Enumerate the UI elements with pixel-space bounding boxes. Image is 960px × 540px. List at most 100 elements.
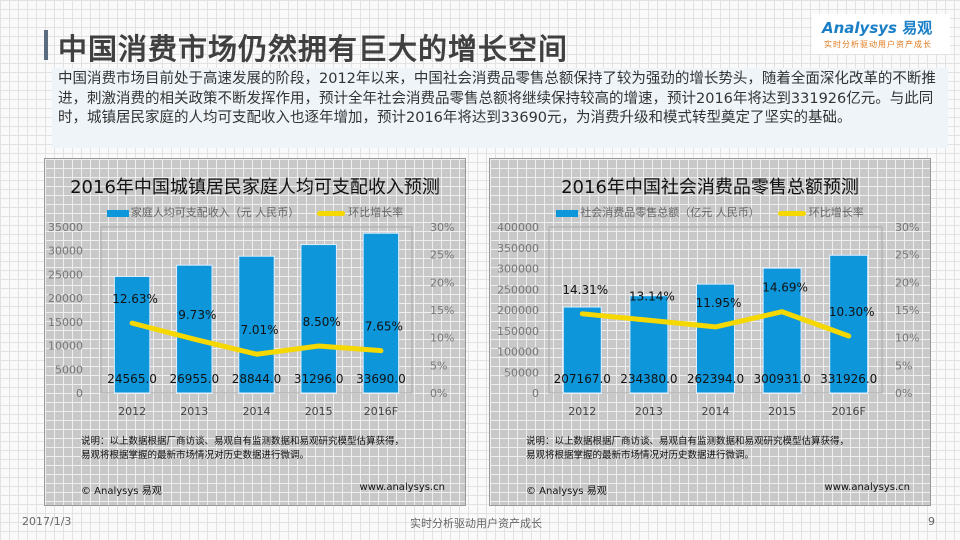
y2-tick-label: 30%	[430, 221, 454, 234]
y2-tick-label: 5%	[895, 359, 912, 372]
y-tick-label: 400000	[497, 221, 539, 234]
y-tick-label: 150000	[497, 325, 539, 338]
y-tick-label: 5000	[55, 363, 83, 376]
bar-value-label: 300931.0	[753, 372, 810, 386]
line-value-label: 13.14%	[629, 289, 675, 303]
y2-tick-label: 0%	[895, 387, 912, 400]
line-value-label: 7.01%	[240, 323, 278, 337]
y2-tick-label: 30%	[895, 221, 919, 234]
x-tick-label: 2012	[568, 405, 596, 418]
copyright: © Analysys 易观	[81, 486, 162, 497]
logo-slogan: 实时分析驱动用户资产成长	[824, 40, 932, 49]
note-line: 易观将根据掌握的最新市场情况对历史数据进行微调。	[526, 450, 755, 461]
bar-value-label: 234380.0	[620, 372, 677, 386]
note-line: 易观将根据掌握的最新市场情况对历史数据进行微调。	[81, 450, 310, 461]
y-tick-label: 200000	[497, 304, 539, 317]
line-value-label: 7.65%	[365, 320, 403, 334]
y-tick-label: 35000	[48, 221, 83, 234]
y-tick-label: 10000	[48, 340, 83, 353]
line-value-label: 8.50%	[303, 315, 341, 329]
chart-title: 2016年中国社会消费品零售总额预测	[561, 177, 859, 198]
growth-rate-line	[129, 320, 384, 357]
chart-title: 2016年中国城镇居民家庭人均可支配收入预测	[70, 177, 440, 198]
line-value-label: 11.95%	[696, 296, 742, 310]
x-tick-label: 2014	[243, 405, 271, 418]
legend-line-label: 环比增长率	[348, 206, 404, 219]
page-title: 中国消费市场仍然拥有巨大的增长空间	[58, 32, 569, 66]
bar-value-label: 331926.0	[820, 372, 877, 386]
x-tick-label: 2016F	[832, 405, 866, 418]
chart-legend: 家庭人均可支配收入（元 人民币） 环比增长率	[45, 204, 465, 220]
bar	[113, 275, 151, 394]
x-tick-label: 2013	[635, 405, 663, 418]
website-link[interactable]: www.analysys.cn	[824, 482, 910, 493]
bar-value-label: 28844.0	[232, 372, 282, 386]
x-tick-label: 2014	[702, 405, 730, 418]
bar	[362, 232, 400, 394]
bar-value-label: 33690.0	[356, 372, 406, 386]
line-value-label: 9.73%	[178, 308, 216, 322]
bar-value-label: 26955.0	[169, 372, 219, 386]
line-value-label: 14.31%	[562, 283, 608, 297]
x-tick-label: 2016F	[364, 405, 398, 418]
y2-tick-label: 15%	[430, 304, 454, 317]
y2-tick-label: 0%	[430, 387, 447, 400]
bar	[176, 264, 213, 394]
y-tick-label: 100000	[497, 346, 539, 359]
income-chart-panel: 0 5000 10000 15000 20000 25000 30000 35000 0% 5% 1…	[44, 158, 466, 506]
bar-value-label: 262394.0	[687, 372, 744, 386]
title-accent	[44, 30, 48, 60]
bar-value-label: 31296.0	[294, 372, 344, 386]
y2-tick-label: 25%	[895, 249, 919, 262]
retail-chart: 0 50000 100000 150000 200000 250000 300000 3500…	[497, 221, 919, 418]
page-number: 9	[928, 515, 935, 528]
y-tick-label: 15000	[48, 316, 83, 329]
note-line: 说明：以上数据根据厂商访谈、易观自有监测数据和易观研究模型估算获得，	[81, 436, 405, 447]
y-tick-label: 0	[532, 387, 539, 400]
retail-chart-panel: 0 50000 100000 150000 200000 250000 300000 3500…	[489, 158, 931, 506]
y2-tick-label: 5%	[430, 359, 447, 372]
chart-note: 说明：以上数据根据厂商访谈、易观自有监测数据和易观研究模型估算获得， 易观将根据掌…	[526, 435, 849, 463]
line-value-label: 14.69%	[762, 281, 808, 295]
chart-note: 说明：以上数据根据厂商访谈、易观自有监测数据和易观研究模型估算获得， 易观将根据掌…	[81, 435, 404, 463]
income-chart: 0 5000 10000 15000 20000 25000 30000 35000 0% 5% 1…	[48, 221, 454, 418]
y2-tick-label: 10%	[895, 332, 919, 345]
x-tick-label: 2015	[768, 405, 796, 418]
note-line: 说明：以上数据根据厂商访谈、易观自有监测数据和易观研究模型估算获得，	[526, 436, 850, 447]
footer-date: 2017/1/3	[22, 515, 72, 528]
x-tick-label: 2012	[118, 405, 146, 418]
line-value-label: 10.30%	[829, 305, 875, 319]
y2-tick-label: 15%	[895, 304, 919, 317]
y-tick-label: 50000	[504, 366, 539, 379]
legend-bar-label: 社会消费品零售总额（亿元 人民币）	[580, 206, 760, 219]
bar-value-label: 207167.0	[554, 372, 611, 386]
y-tick-label: 250000	[497, 283, 539, 296]
bar	[562, 306, 602, 394]
chart-legend: 社会消费品零售总额（亿元 人民币） 环比增长率	[490, 204, 930, 220]
legend-line-swatch	[317, 210, 346, 216]
copyright: © Analysys 易观	[526, 486, 607, 497]
analysys-logo: Analysys 易观 实时分析驱动用户资产成长	[812, 14, 950, 54]
bar	[238, 255, 275, 394]
legend-line-label: 环比增长率	[808, 206, 864, 219]
y-tick-label: 25000	[48, 268, 83, 281]
y-tick-label: 350000	[497, 242, 539, 255]
y-tick-label: 30000	[48, 245, 83, 258]
website-link[interactable]: www.analysys.cn	[359, 482, 445, 493]
y2-tick-label: 20%	[895, 276, 919, 289]
y-tick-label: 0	[76, 387, 83, 400]
x-tick-label: 2013	[180, 405, 208, 418]
legend-bar-label: 家庭人均可支配收入（元 人民币）	[130, 206, 300, 219]
bar	[696, 283, 735, 394]
legend-line-swatch	[777, 210, 806, 216]
bar	[300, 244, 337, 394]
footer-slogan: 实时分析驱动用户资产成长	[410, 517, 542, 530]
y2-tick-label: 25%	[430, 249, 454, 262]
intro-paragraph: 中国消费市场目前处于高速发展的阶段，2012年以来，中国社会消费品零售总额保持了…	[52, 68, 948, 148]
line-value-label: 12.63%	[112, 292, 158, 306]
bar	[829, 254, 869, 394]
x-tick-label: 2015	[305, 405, 333, 418]
legend-bar-swatch	[556, 209, 579, 217]
growth-rate-line	[579, 309, 852, 339]
y2-tick-label: 20%	[430, 276, 454, 289]
